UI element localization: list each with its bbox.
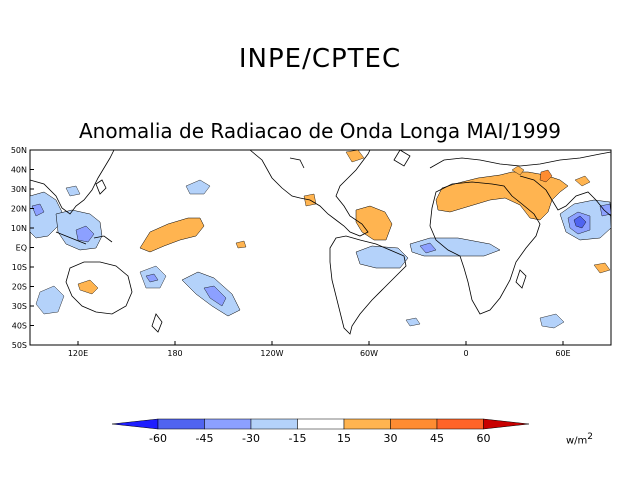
lat-label: 20S xyxy=(12,283,27,292)
colorbar-label: -30 xyxy=(242,432,260,445)
anomaly-positive-indian-ocean xyxy=(593,262,611,274)
coastlines xyxy=(29,149,612,335)
lat-label: 30N xyxy=(11,185,27,194)
lon-label: 120W xyxy=(260,349,283,358)
east-asia-coast xyxy=(29,149,115,215)
anomaly-negative-coral-core xyxy=(145,273,159,283)
south-asia-coast xyxy=(519,175,612,217)
anomaly-negative-south-indian xyxy=(539,313,565,329)
greenland-coast xyxy=(393,149,411,167)
colorbar-label: 15 xyxy=(337,432,351,445)
anomaly-negative-atlantic-core xyxy=(419,242,437,254)
lon-label: 180 xyxy=(167,349,182,358)
anomaly-negative-asia-core xyxy=(31,203,45,217)
anomaly-negative-south-atlantic xyxy=(405,317,421,327)
colorbar-segment xyxy=(343,418,391,430)
colorbar-segment xyxy=(157,418,205,430)
lon-label: 60E xyxy=(555,349,570,358)
anomaly-negative-bay-of-bengal xyxy=(599,203,612,217)
anomaly-positive-north-atlantic xyxy=(345,149,365,163)
anomaly-positive-sahara xyxy=(435,171,569,221)
colorbar-label: 60 xyxy=(477,432,491,445)
lat-label: EQ xyxy=(16,244,27,253)
indonesia-coast xyxy=(55,231,87,245)
japan-coast xyxy=(95,179,107,195)
lon-axis: 120E 180 120W 60W 0 60E xyxy=(68,341,571,358)
anomaly-fields xyxy=(29,149,612,329)
lat-label: 50N xyxy=(11,146,27,155)
units-base: w/m xyxy=(566,435,588,447)
colorbar-segment xyxy=(204,418,252,430)
units-exponent: 2 xyxy=(587,432,594,442)
eurasia-north-coast xyxy=(429,151,612,169)
anomaly-negative-east-asia xyxy=(65,185,81,197)
lat-label: 50S xyxy=(12,341,27,350)
map-title: Anomalia de Radiacao de Onda Longa MAI/1… xyxy=(78,119,562,143)
lon-label: 0 xyxy=(463,349,468,358)
lon-label: 60W xyxy=(360,349,378,358)
anomaly-positive-mediterranean xyxy=(511,165,525,176)
lat-label: 30S xyxy=(12,302,27,311)
anomaly-positive-arabia-core xyxy=(539,169,553,183)
colorbar-segment xyxy=(111,418,159,430)
anomaly-negative-atlantic-eq xyxy=(409,237,501,257)
anomaly-positive-pacific xyxy=(139,217,205,253)
anomaly-positive-australia xyxy=(77,279,99,295)
africa-coast xyxy=(429,181,541,315)
new-zealand-coast xyxy=(151,313,163,333)
colorbar-segment xyxy=(436,418,484,430)
australia-coast xyxy=(65,261,133,315)
colorbar: -60 -45 -30 -15 15 30 45 60 xyxy=(111,418,530,445)
lat-label: 20N xyxy=(11,205,27,214)
lat-label: 40S xyxy=(12,322,27,331)
colorbar-segment xyxy=(297,418,345,430)
madagascar-coast xyxy=(515,269,527,289)
colorbar-label: 30 xyxy=(384,432,398,445)
lon-label: 120E xyxy=(68,349,88,358)
colorbar-label: -45 xyxy=(196,432,214,445)
anomaly-negative-indian-south xyxy=(35,285,65,315)
colorbar-segment xyxy=(390,418,438,430)
colorbar-segment xyxy=(250,418,298,430)
anomaly-negative-north-pacific xyxy=(185,179,211,195)
anomaly-negative-arabian-core xyxy=(573,215,587,229)
lat-label: 40N xyxy=(11,166,27,175)
units-label: w/m2 xyxy=(566,432,593,446)
anomaly-positive-atlantic xyxy=(355,205,393,241)
lat-label: 10N xyxy=(11,224,27,233)
colorbar-label: -60 xyxy=(149,432,167,445)
colorbar-label: -15 xyxy=(289,432,307,445)
anomaly-negative-brazil xyxy=(355,245,409,269)
anomaly-negative-indonesia-core xyxy=(75,225,95,243)
north-america-coast xyxy=(249,149,371,237)
lat-label: 10S xyxy=(12,263,27,272)
institution-title: INPE/CPTEC xyxy=(238,44,402,74)
anomaly-positive-iran xyxy=(574,175,591,187)
lat-axis: 50N 40N 30N 20N 10N EQ 10S 20S 30S 40S 5… xyxy=(11,146,34,350)
anomaly-negative-south-pacific-core xyxy=(203,285,227,307)
south-america-coast xyxy=(329,235,407,335)
anomaly-positive-small xyxy=(235,240,247,249)
colorbar-segment xyxy=(483,418,530,430)
colorbar-label: 45 xyxy=(430,432,444,445)
new-guinea-coast xyxy=(93,235,113,243)
hudson-coast xyxy=(289,157,305,169)
